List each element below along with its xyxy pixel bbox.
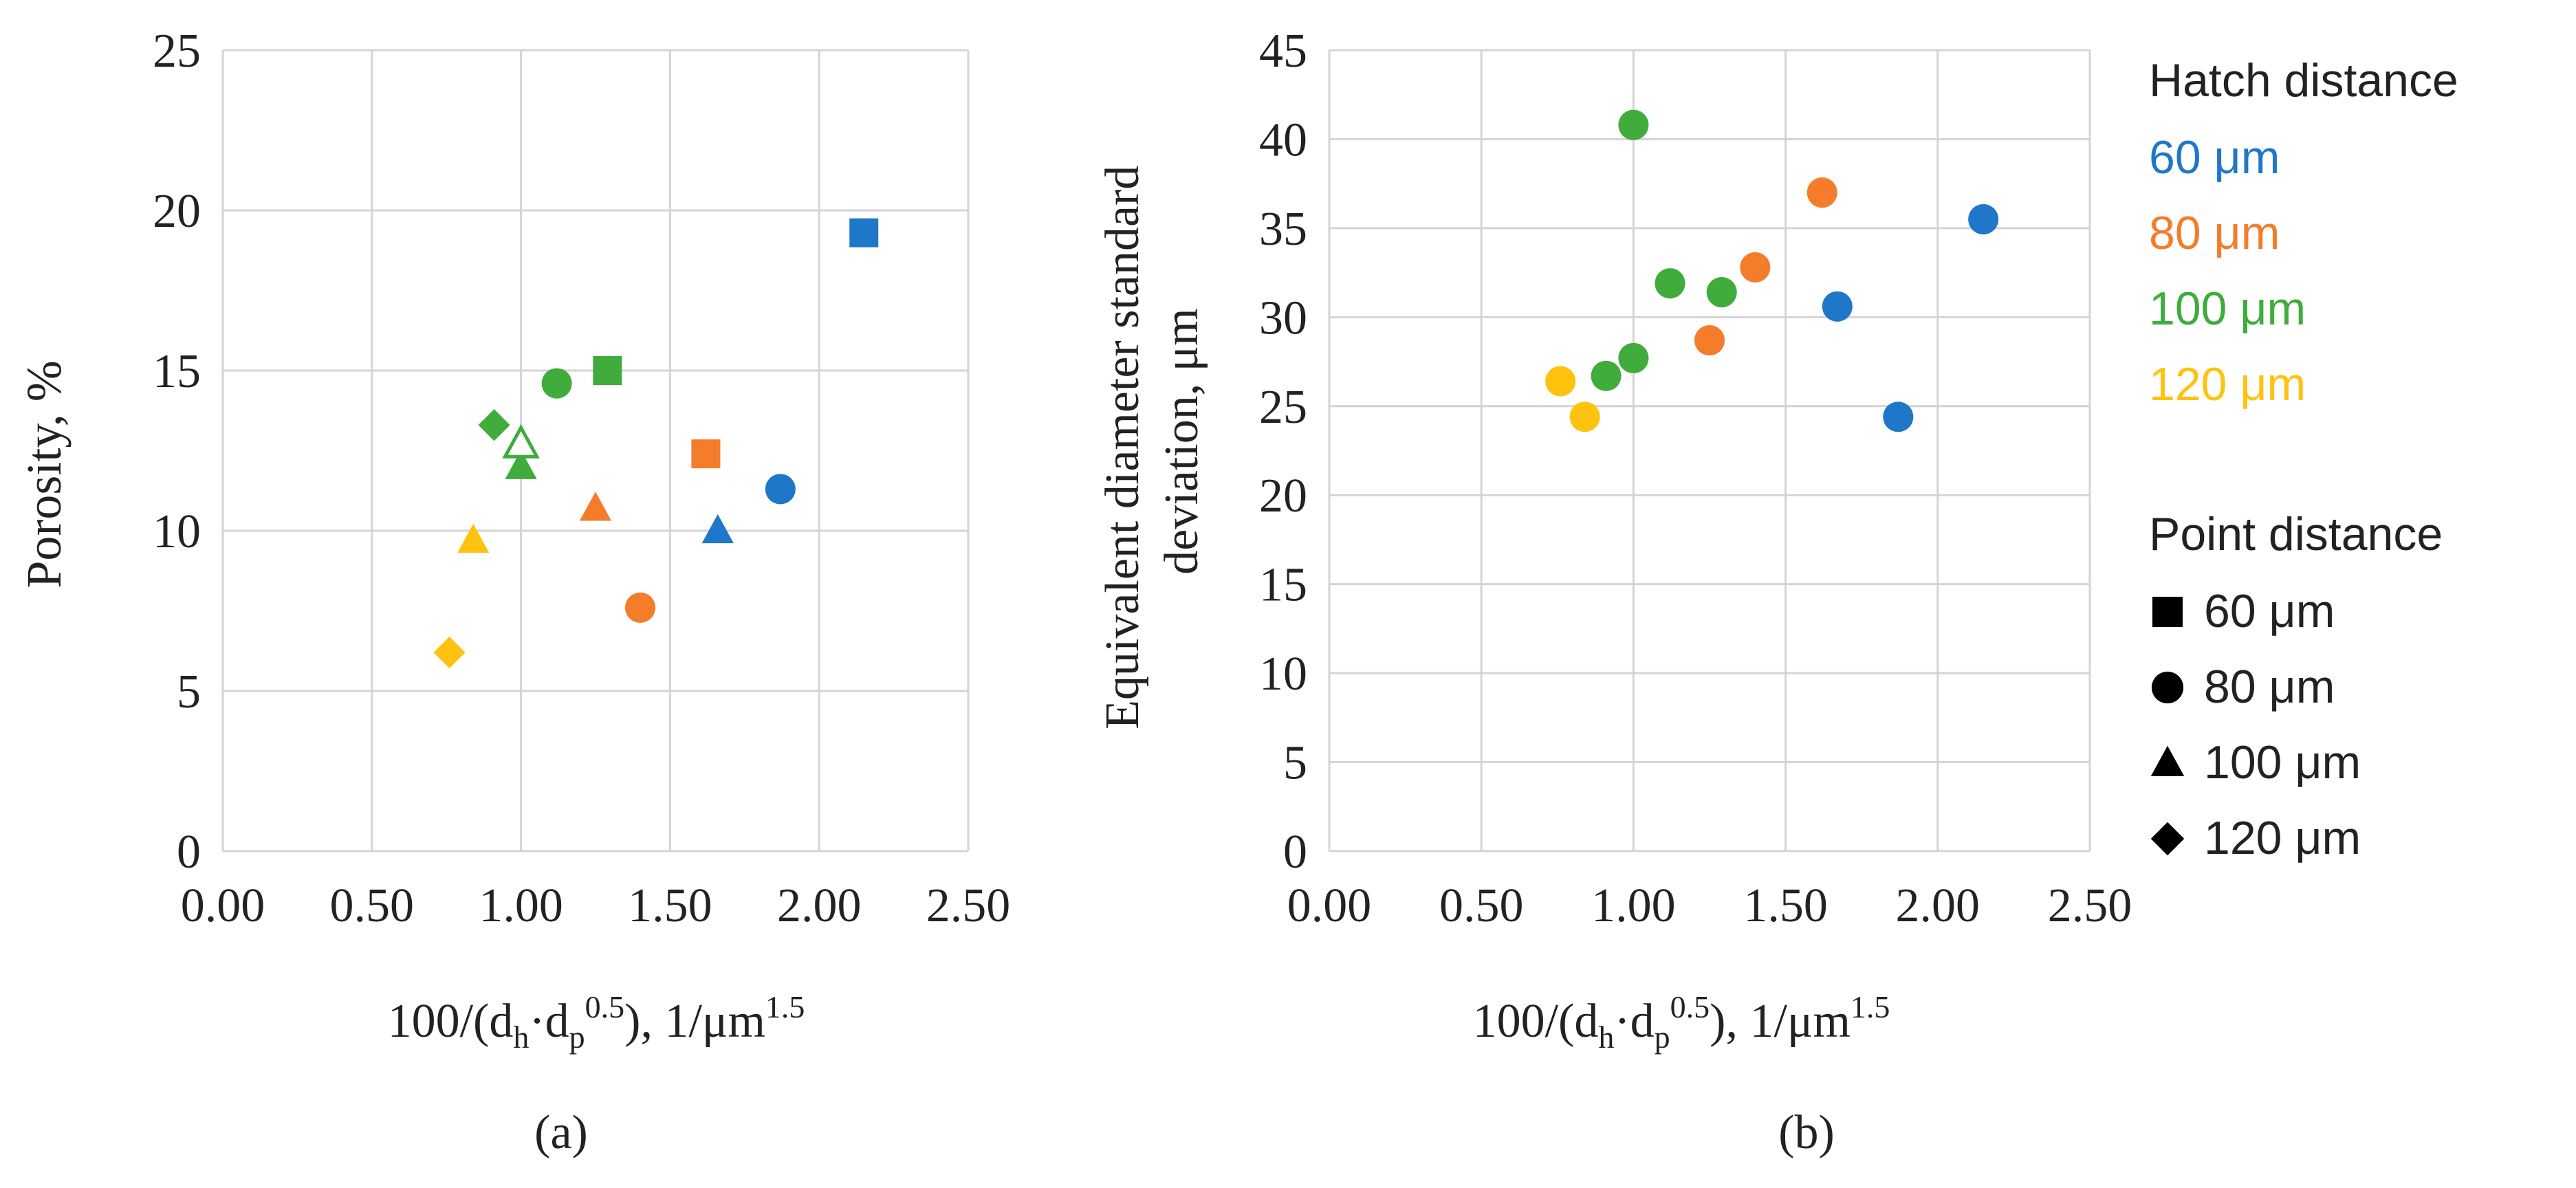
legend-square-icon (2152, 597, 2183, 627)
data-point (1591, 360, 1622, 391)
data-point (1655, 268, 1685, 299)
panel-b-x-tick-labels: 0.00 0.50 1.00 1.50 2.00 2.50 (1287, 879, 2132, 932)
legend-hatch-item: 80 μm (2149, 207, 2280, 259)
legend: Hatch distance 60 μm 80 μm 100 μm 120 μm Po… (2149, 54, 2458, 864)
panel-a-data-points (433, 218, 879, 669)
x-tick-label: 2.50 (926, 879, 1011, 932)
y-tick-label: 0 (177, 826, 201, 879)
panel-b-x-axis-label: 100/(dh·dp0.5), 1/μm1.5 (1473, 989, 1890, 1055)
legend-point-item: 60 μm (2204, 585, 2335, 637)
data-point (1822, 291, 1853, 322)
x-tick-label: 1.00 (1591, 879, 1676, 932)
y-tick-label: 25 (1259, 381, 1307, 434)
legend-point-item: 80 μm (2204, 661, 2335, 713)
data-point (701, 514, 734, 544)
x-tick-label: 1.00 (479, 879, 563, 932)
y-tick-label: 15 (153, 345, 201, 398)
data-point (541, 368, 572, 399)
data-point (593, 356, 622, 385)
data-point (1706, 277, 1737, 308)
data-point (1618, 342, 1649, 373)
data-point (579, 492, 612, 521)
legend-triangle-icon (2150, 745, 2185, 776)
data-point (1569, 402, 1600, 432)
y-tick-label: 10 (153, 505, 201, 558)
panel-a-y-tick-labels: 0 5 10 15 20 25 (153, 25, 201, 879)
panel-a-y-axis-label: Porosity, % (17, 360, 72, 588)
data-point (849, 218, 879, 248)
x-tick-label: 0.50 (330, 879, 415, 932)
legend-hatch-item: 120 μm (2149, 358, 2306, 410)
legend-hatch-items: 60 μm 80 μm 100 μm 120 μm (2149, 131, 2306, 410)
panel-b-diameter-std: 0 5 10 15 20 25 30 35 40 45 0.00 0.50 1.00 1.50 2.00 2… (1096, 25, 2132, 1159)
y-tick-label: 5 (1283, 737, 1307, 790)
y-tick-label: 25 (153, 25, 201, 78)
data-point (1968, 204, 1999, 234)
data-point (505, 450, 537, 479)
y-tick-label: 15 (1259, 559, 1307, 612)
panel-b-caption: (b) (1778, 1106, 1835, 1159)
y-tick-label: 5 (177, 666, 201, 718)
y-tick-label: 0 (1283, 826, 1307, 879)
panel-a-x-tick-labels: 0.00 0.50 1.00 1.50 2.00 2.50 (181, 879, 1011, 932)
legend-point-title: Point distance (2149, 508, 2443, 560)
panel-a-x-axis-label: 100/(dh·dp0.5), 1/μm1.5 (388, 989, 805, 1055)
data-point (765, 474, 796, 505)
y-tick-label: 10 (1259, 648, 1307, 701)
panel-a-porosity: 0 5 10 15 20 25 0.00 0.50 1.00 1.50 2.00 2.50 Poro… (17, 25, 1010, 1159)
x-tick-label: 2.50 (2048, 879, 2132, 932)
data-point (1883, 402, 1914, 432)
x-tick-label: 1.50 (628, 879, 712, 932)
legend-point-item: 120 μm (2204, 812, 2361, 864)
y-tick-label: 45 (1259, 25, 1307, 78)
legend-circle-icon (2151, 671, 2184, 704)
data-point (457, 523, 490, 553)
data-point (1740, 252, 1771, 283)
x-tick-label: 0.50 (1439, 879, 1524, 932)
y-tick-label: 40 (1259, 113, 1307, 166)
x-tick-label: 0.00 (181, 879, 265, 932)
data-point (1618, 109, 1649, 140)
panel-b-gridlines (1328, 49, 2091, 852)
data-point (1694, 324, 1725, 356)
y-tick-label: 20 (1259, 470, 1307, 522)
panel-b-data-points (1545, 109, 1999, 432)
legend-diamond-icon (2150, 822, 2185, 856)
x-tick-label: 1.50 (1743, 879, 1828, 932)
y-tick-label: 35 (1259, 203, 1307, 256)
panel-a-gridlines (221, 49, 970, 852)
legend-hatch-item: 100 μm (2149, 283, 2306, 335)
x-tick-label: 2.00 (1896, 879, 1980, 932)
legend-point-items: 60 μm 80 μm 100 μm 120 μm (2150, 585, 2361, 864)
y-tick-label: 30 (1259, 292, 1307, 344)
x-tick-label: 2.00 (777, 879, 862, 932)
panel-b-y-axis-label: Equivalent diameter standard deviation, … (1096, 153, 1208, 729)
panel-a-caption: (a) (534, 1106, 588, 1159)
x-tick-label: 0.00 (1287, 879, 1372, 932)
legend-point-item: 100 μm (2204, 736, 2361, 789)
data-point (1807, 177, 1837, 208)
legend-hatch-item: 60 μm (2149, 131, 2280, 184)
data-point (1545, 366, 1576, 397)
panel-b-y-tick-labels: 0 5 10 15 20 25 30 35 40 45 (1259, 25, 1307, 879)
legend-hatch-title: Hatch distance (2149, 54, 2458, 107)
data-point (624, 592, 656, 623)
y-tick-label: 20 (153, 185, 201, 238)
data-point (478, 409, 510, 441)
data-point (691, 439, 721, 469)
data-point (502, 424, 540, 459)
data-point (433, 636, 466, 669)
